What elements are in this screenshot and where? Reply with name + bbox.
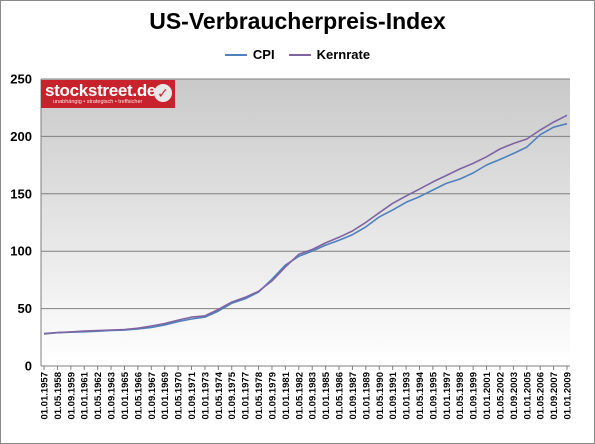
xtick-label-27: 01.01.1993 [402, 372, 413, 420]
xtick-label-38: 01.09.2007 [549, 372, 560, 420]
stockstreet-logo: stockstreet.de unabhängig • strategisch … [41, 80, 175, 108]
xtick-label-33: 01.01.2001 [482, 371, 493, 419]
chart-legend: CPI Kernrate [0, 47, 595, 62]
xtick-label-35: 01.09.2003 [509, 372, 520, 420]
xtick-label-16: 01.05.1978 [254, 372, 265, 420]
xtick-label-17: 01.09.1979 [267, 372, 278, 420]
xtick-label-2: 01.09.1959 [66, 372, 77, 420]
logo-tagline: unabhängig • strategisch • treffsicher [53, 99, 143, 105]
xtick-label-1: 01.05.1958 [53, 372, 64, 420]
xtick-label-19: 01.05.1982 [294, 372, 305, 420]
legend-swatch-cpi [224, 53, 247, 56]
xtick-label-36: 01.01.2005 [522, 371, 533, 419]
ytick-label-100: 100 [10, 244, 32, 259]
xtick-label-6: 01.01.1965 [120, 371, 131, 419]
ytick-label-200: 200 [10, 129, 32, 144]
xtick-label-21: 01.01.1985 [321, 371, 332, 419]
logo-name: stockstreet.de [45, 81, 157, 100]
xtick-label-14: 01.09.1975 [227, 371, 238, 419]
xtick-label-10: 01.05.1970 [174, 372, 185, 420]
xtick-label-4: 01.05.1962 [93, 372, 104, 420]
xtick-label-5: 01.09.1963 [107, 372, 118, 420]
xtick-label-15: 01.01.1977 [241, 372, 252, 420]
xtick-label-18: 01.01.1981 [281, 371, 292, 419]
xtick-label-24: 01.01.1989 [361, 372, 372, 420]
xtick-label-34: 01.05.2002 [495, 372, 506, 420]
xtick-label-22: 01.05.1986 [335, 372, 346, 420]
series-line-kernrate [43, 114, 568, 335]
legend-label-cpi: CPI [252, 47, 275, 62]
xtick-label-12: 01.01.1973 [200, 372, 211, 420]
plot-area [41, 79, 570, 366]
xtick-label-0: 01.01.1957 [40, 372, 51, 420]
xtick-label-23: 01.09.1987 [348, 372, 359, 420]
xtick-label-25: 01.05.1990 [375, 372, 386, 420]
chart-title: US-Verbraucherpreis-Index [149, 8, 446, 34]
xtick-label-39: 01.01.2009 [563, 372, 574, 420]
checkmark-icon: ✓ [154, 84, 172, 102]
xtick-label-30: 01.01.1997 [442, 372, 453, 420]
legend-item-kernrate[interactable]: Kernrate [288, 47, 371, 62]
xtick-label-3: 01.01.1961 [80, 371, 91, 419]
legend-item-cpi[interactable]: CPI [224, 47, 275, 62]
xtick-label-29: 01.09.1995 [428, 371, 439, 419]
xtick-label-37: 01.05.2006 [536, 372, 547, 420]
xtick-label-31: 01.05.1998 [455, 372, 466, 420]
xtick-label-20: 01.09.1983 [308, 372, 319, 420]
xtick-label-9: 01.01.1969 [160, 372, 171, 420]
ytick-label-0: 0 [25, 359, 32, 374]
xtick-label-13: 01.05.1974 [214, 371, 225, 419]
xtick-label-8: 01.09.1967 [147, 372, 158, 420]
legend-swatch-kernrate [288, 53, 311, 56]
xtick-label-32: 01.09.1999 [469, 372, 480, 420]
ytick-label-50: 50 [18, 301, 32, 316]
ytick-label-150: 150 [10, 186, 32, 201]
legend-label-kernrate: Kernrate [316, 47, 371, 62]
xtick-label-28: 01.05.1994 [415, 371, 426, 419]
xtick-label-7: 01.05.1966 [133, 372, 144, 420]
ytick-label-250: 250 [10, 72, 32, 87]
xtick-label-26: 01.09.1991 [388, 371, 399, 419]
xtick-label-11: 01.09.1971 [187, 371, 198, 419]
